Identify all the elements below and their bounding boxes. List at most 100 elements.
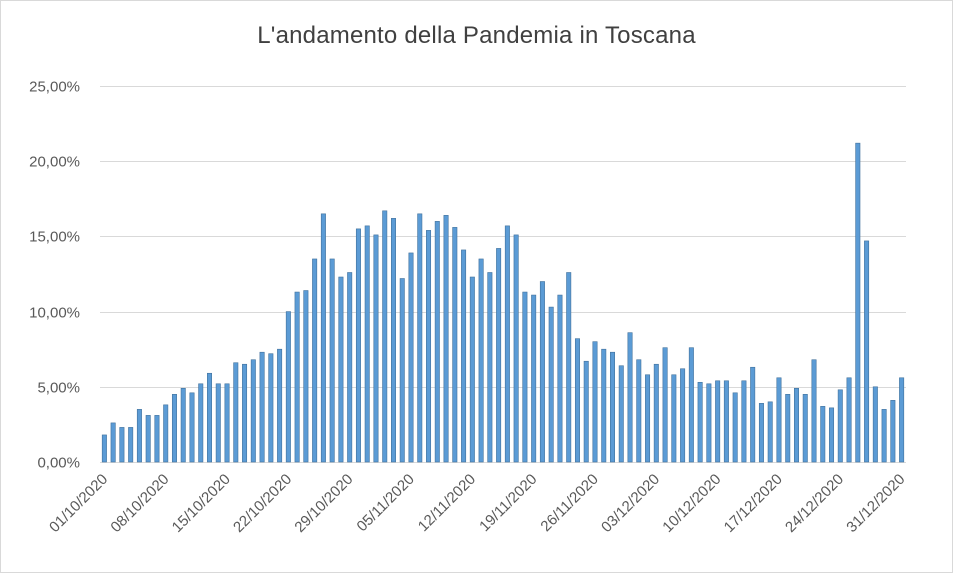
bar	[215, 383, 221, 463]
bar	[610, 351, 616, 463]
bar	[268, 353, 274, 463]
bar	[802, 394, 808, 463]
bar	[171, 394, 177, 463]
bar	[417, 213, 423, 463]
x-tick-label: 26/11/2020	[537, 471, 601, 535]
bar	[829, 407, 835, 463]
y-tick-label: 25,00%	[29, 79, 80, 96]
bar	[881, 409, 887, 463]
bar	[399, 278, 405, 463]
bar	[233, 362, 239, 463]
x-tick-label: 03/12/2020	[598, 471, 663, 536]
bar	[136, 409, 142, 463]
x-axis-labels: 01/10/202008/10/202015/10/202022/10/2020…	[46, 471, 908, 536]
bar	[408, 252, 414, 463]
bar	[504, 225, 510, 463]
x-tick-label: 17/12/2020	[721, 471, 786, 536]
bar	[890, 400, 896, 463]
bar	[496, 248, 502, 463]
bar	[820, 406, 826, 463]
x-tick-label: 24/12/2020	[782, 471, 847, 536]
bar	[636, 359, 642, 463]
bar	[110, 422, 116, 463]
bar	[382, 210, 388, 463]
x-tick-label: 15/10/2020	[169, 471, 234, 536]
bar	[539, 281, 545, 463]
bar	[645, 374, 651, 463]
bar	[758, 403, 764, 463]
bar	[627, 332, 633, 463]
bar	[487, 272, 493, 463]
bar	[855, 142, 861, 463]
bar	[715, 380, 721, 463]
bar	[426, 230, 432, 463]
bar	[574, 338, 580, 463]
bar	[662, 347, 668, 463]
bar	[145, 415, 151, 463]
y-tick-label: 15,00%	[29, 229, 80, 246]
bar	[452, 227, 458, 463]
bar	[277, 348, 283, 463]
bar	[250, 359, 256, 463]
bar	[329, 258, 335, 463]
bar	[750, 366, 756, 463]
bar	[723, 380, 729, 463]
bar	[242, 363, 248, 463]
bar	[434, 221, 440, 463]
bar	[872, 386, 878, 463]
chart-title: L'andamento della Pandemia in Toscana	[257, 22, 696, 49]
bar	[390, 218, 396, 463]
y-tick-label: 20,00%	[29, 154, 80, 171]
bar	[128, 427, 134, 463]
x-tick-label: 12/11/2020	[415, 471, 479, 535]
bar	[189, 392, 195, 463]
bar	[320, 213, 326, 463]
y-axis-labels: 0,00% 5,00% 10,00% 15,00% 20,00% 25,00%	[29, 79, 80, 472]
bar	[732, 392, 738, 463]
bar	[741, 380, 747, 463]
x-tick-label: 22/10/2020	[230, 471, 295, 536]
bar	[785, 394, 791, 463]
bar	[583, 360, 589, 463]
x-tick-label: 01/10/2020	[46, 471, 111, 536]
y-tick-label: 0,00%	[37, 455, 80, 472]
gridlines	[100, 86, 906, 463]
x-tick-label: 31/12/2020	[843, 471, 908, 536]
bar	[180, 387, 186, 463]
bar	[469, 276, 475, 463]
x-tick-label: 05/11/2020	[354, 471, 418, 535]
bar	[776, 377, 782, 463]
bar	[478, 258, 484, 463]
bar	[653, 363, 659, 463]
bar	[347, 272, 353, 463]
bar	[706, 383, 712, 463]
bar	[522, 291, 528, 463]
bar	[793, 387, 799, 463]
y-tick-label: 5,00%	[37, 380, 80, 397]
bar	[618, 365, 624, 463]
bar	[285, 311, 291, 463]
bar	[294, 291, 300, 463]
bar	[566, 272, 572, 463]
bars	[101, 142, 905, 463]
bar	[601, 348, 607, 463]
bar	[548, 306, 554, 463]
bar	[224, 383, 230, 463]
x-tick-label: 10/12/2020	[659, 471, 724, 536]
bar	[364, 225, 370, 463]
x-tick-label: 08/10/2020	[107, 471, 172, 536]
bar	[338, 276, 344, 463]
bar	[163, 404, 169, 463]
bar	[688, 347, 694, 463]
bar	[154, 415, 160, 463]
bar	[207, 372, 213, 463]
bar	[864, 240, 870, 463]
bar	[811, 359, 817, 463]
bar	[312, 258, 318, 463]
bar	[119, 427, 125, 463]
bar	[592, 341, 598, 463]
x-tick-label: 29/10/2020	[291, 471, 356, 536]
bar	[259, 351, 265, 463]
